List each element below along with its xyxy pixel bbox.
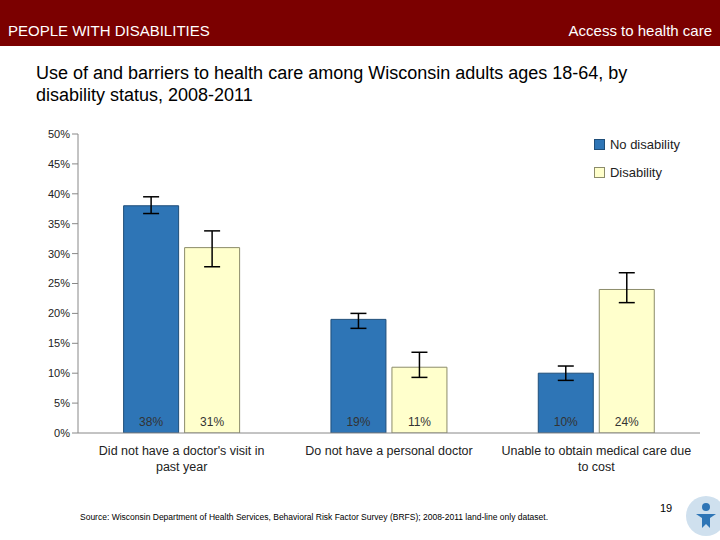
svg-text:5%: 5% (54, 397, 70, 409)
svg-text:Did not have a doctor's visit: Did not have a doctor's visit in (99, 444, 265, 458)
html-text:Disability: Disability (609, 164, 662, 180)
svg-text:Unable to obtain medical care: Unable to obtain medical care due (501, 444, 691, 458)
svg-text:20%: 20% (48, 307, 70, 319)
html-text:No disability: No disability (609, 136, 680, 152)
svg-text:11%: 11% (408, 415, 431, 429)
svg-text:Do not have a personal doctor: Do not have a personal doctor (305, 444, 472, 458)
svg-text:30%: 30% (48, 248, 70, 260)
svg-text:24%: 24% (615, 415, 639, 429)
svg-text:35%: 35% (48, 218, 70, 230)
svg-text:10%: 10% (554, 415, 578, 429)
svg-text:15%: 15% (48, 337, 70, 349)
html-text:Access to health care: Access to health care (568, 22, 712, 39)
html-text:PEOPLE WITH DISABILITIES: PEOPLE WITH DISABILITIES (8, 22, 210, 39)
svg-text:past year: past year (156, 460, 207, 474)
html-text:Use of and barriers to health: Use of and barriers to health care among… (36, 63, 628, 105)
svg-text:to cost: to cost (578, 460, 615, 474)
svg-text:10%: 10% (48, 367, 70, 379)
svg-text:0%: 0% (54, 427, 70, 439)
html-text:Source: Wisconsin Department o: Source: Wisconsin Department of Health S… (80, 512, 548, 522)
svg-text:38%: 38% (139, 415, 163, 429)
svg-text:40%: 40% (48, 188, 70, 200)
svg-text:19%: 19% (346, 415, 370, 429)
html-text:19: 19 (660, 502, 673, 514)
svg-text:45%: 45% (48, 158, 70, 170)
svg-text:50%: 50% (48, 128, 70, 140)
svg-text:25%: 25% (48, 277, 70, 289)
svg-text:31%: 31% (200, 415, 224, 429)
